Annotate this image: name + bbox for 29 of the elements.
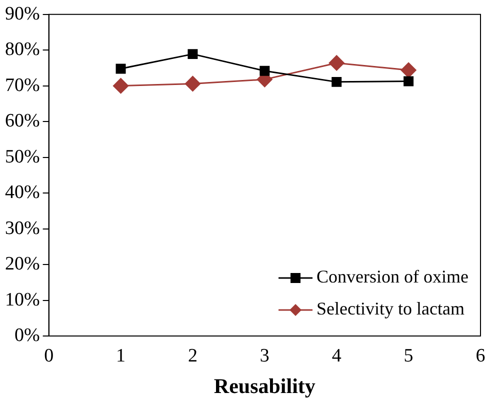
y-tick-label: 30% — [5, 218, 40, 239]
point — [328, 55, 344, 71]
point — [188, 49, 198, 60]
y-tick-label: 20% — [5, 254, 40, 275]
x-tick-label: 2 — [188, 345, 198, 366]
point — [260, 66, 270, 76]
point — [184, 76, 200, 92]
y-tick-label: 70% — [5, 74, 40, 96]
y-tick-label: 0% — [14, 324, 40, 346]
point — [116, 64, 126, 74]
y-tick-label: 90% — [5, 3, 40, 24]
point — [113, 78, 129, 94]
point — [400, 62, 416, 78]
y-tick-label: 60% — [5, 110, 40, 132]
legend-label: Conversion of oxime — [316, 266, 469, 287]
x-tick-label: 0 — [44, 345, 54, 366]
y-tick-label: 50% — [5, 146, 40, 168]
point — [332, 76, 342, 87]
legend-label: Selectivity to lactam — [316, 298, 464, 319]
x-tick-label: 6 — [476, 345, 486, 366]
x-tick-label: 5 — [404, 345, 414, 366]
y-tick-label: 80% — [5, 39, 40, 60]
y-tick-label: 40% — [5, 182, 40, 204]
y-tick-label: 10% — [5, 289, 40, 310]
x-tick-label: 3 — [260, 345, 270, 366]
point — [404, 76, 414, 86]
x-tick-label: 1 — [116, 345, 126, 366]
x-axis-title: Reusability — [214, 374, 316, 398]
x-tick-label: 4 — [332, 345, 342, 366]
